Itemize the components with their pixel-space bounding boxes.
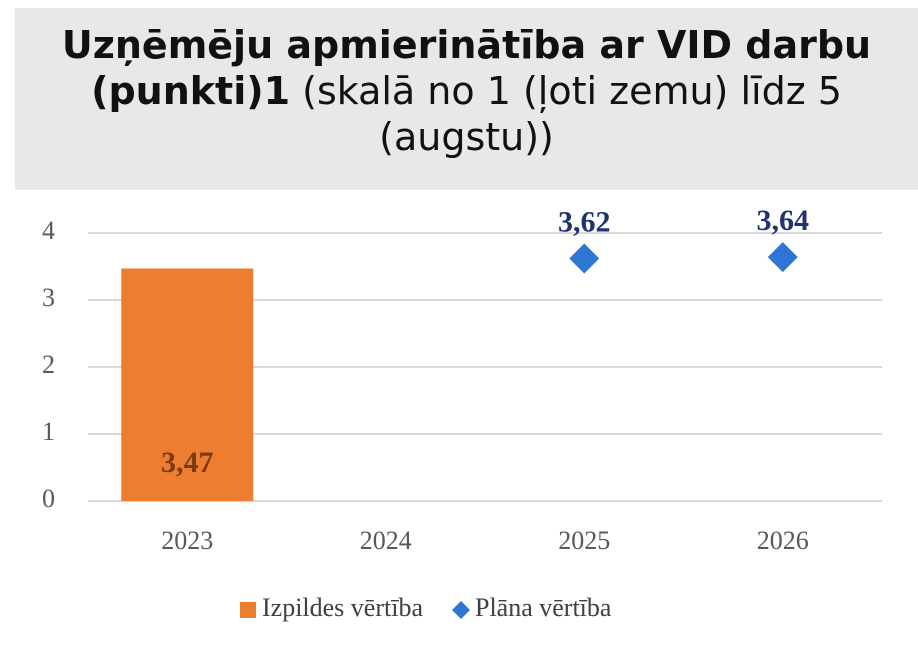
legend-label: Izpildes vērtība [262,593,423,622]
x-tick-label: 2026 [757,526,809,555]
marker [569,243,600,274]
y-tick-label: 0 [42,484,55,513]
y-tick-label: 4 [42,216,55,245]
y-tick-label: 3 [42,283,55,312]
legend-swatch [452,601,470,619]
y-tick-label: 2 [42,350,55,379]
legend-swatch [240,602,256,618]
x-tick-label: 2025 [558,526,610,555]
legend-label: Plāna vērtība [475,593,612,622]
data-label: 3,47 [161,446,214,479]
bar [121,268,254,501]
chart-title: Uzņēmēju apmierinātība ar VID darbu (pun… [61,23,872,113]
y-tick-label: 1 [42,417,55,446]
x-tick-label: 2023 [161,526,213,555]
data-label: 3,62 [558,205,611,238]
marker [767,242,798,273]
header: Uzņēmēju apmierinātība ar VID darbu (pun… [15,8,918,190]
x-tick-label: 2024 [360,526,412,555]
data-label: 3,64 [757,204,810,237]
chart-subtitle: (skalā no 1 (ļoti zemu) līdz 5 (augstu)) [302,69,842,159]
